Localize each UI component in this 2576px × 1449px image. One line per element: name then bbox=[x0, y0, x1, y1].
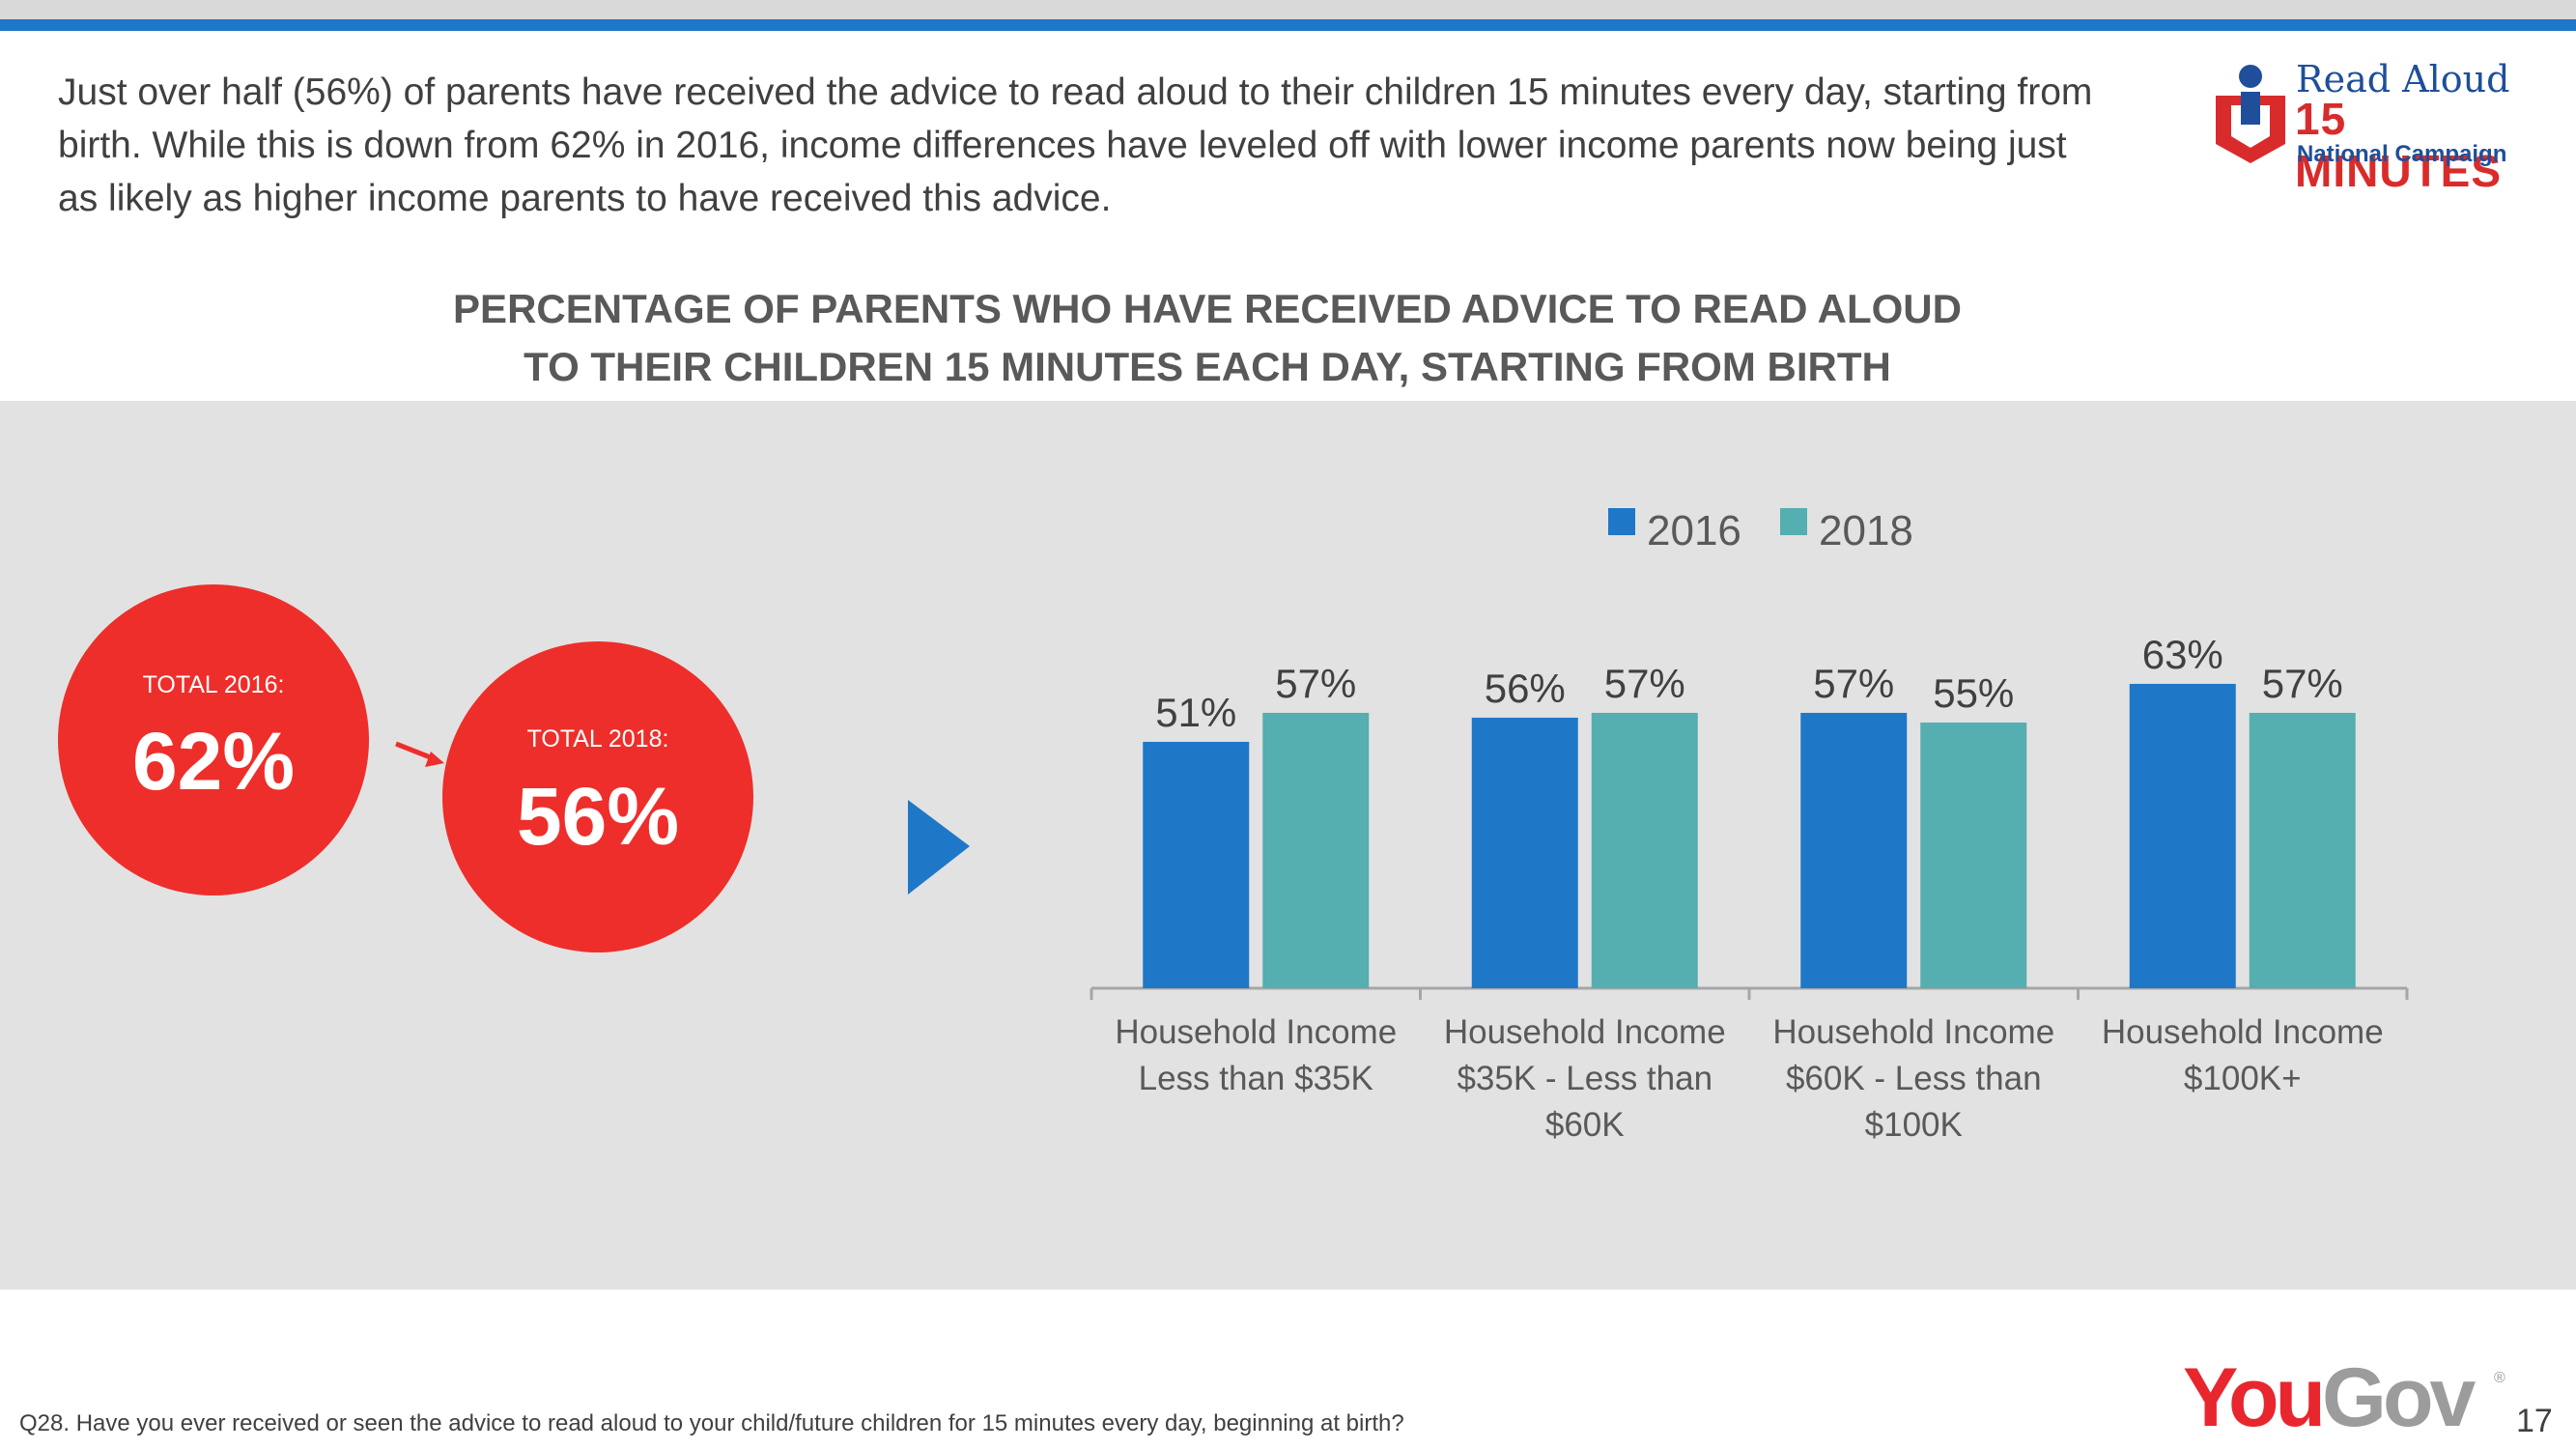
data-label-2016-3: 63% bbox=[2142, 632, 2223, 677]
legend-swatch-2016 bbox=[1608, 508, 1635, 535]
category-label-2: $100K bbox=[1865, 1106, 1963, 1144]
chart-title: PERCENTAGE OF PARENTS WHO HAVE RECEIVED … bbox=[0, 280, 2415, 396]
bar-2016-3 bbox=[2129, 683, 2236, 988]
total-2018-circle: TOTAL 2018: 56% bbox=[442, 641, 753, 952]
decline-arrow-icon bbox=[395, 741, 444, 767]
data-label-2018-2: 55% bbox=[1933, 670, 2014, 716]
play-arrow-icon bbox=[908, 800, 970, 895]
bar-2018-0 bbox=[1262, 712, 1370, 988]
total-2016-label: TOTAL 2016: bbox=[142, 671, 285, 698]
chart-title-line-1: PERCENTAGE OF PARENTS WHO HAVE RECEIVED … bbox=[453, 286, 1962, 331]
data-label-2018-0: 57% bbox=[1275, 661, 1356, 706]
category-label-2: Household Income bbox=[1772, 1013, 2054, 1051]
logo-line-2: 15 MINUTES bbox=[2295, 94, 2502, 196]
category-label-1: Household Income bbox=[1444, 1013, 1726, 1051]
total-2018-value: 56% bbox=[516, 771, 680, 862]
category-label-3: Household Income bbox=[2102, 1013, 2384, 1051]
data-label-2018-3: 57% bbox=[2262, 661, 2343, 706]
bar-2018-3 bbox=[2249, 712, 2356, 988]
person-book-icon bbox=[2216, 65, 2285, 163]
legend-label-2016: 2016 bbox=[1647, 507, 1741, 554]
bar-2016-2 bbox=[1800, 712, 1908, 988]
logo-line-3: National Campaign bbox=[2297, 141, 2507, 167]
total-2018-label: TOTAL 2018: bbox=[526, 725, 669, 753]
total-2016-value: 62% bbox=[131, 716, 296, 807]
category-label-0: Household Income bbox=[1115, 1013, 1397, 1051]
intro-text: Just over half (56%) of parents have rec… bbox=[58, 71, 2093, 219]
total-2016-circle: TOTAL 2016: 62% bbox=[58, 584, 369, 895]
read-aloud-logo: Read Aloud 15 MINUTES National Campaign bbox=[2212, 58, 2540, 196]
registered-mark: ® bbox=[2494, 1370, 2505, 1386]
yougov-logo: YouGov bbox=[2183, 1351, 2476, 1444]
category-label-1: $35K - Less than bbox=[1457, 1060, 1713, 1097]
data-label-2016-0: 51% bbox=[1155, 690, 1236, 735]
top-accent-bar bbox=[0, 19, 2576, 31]
category-label-1: $60K bbox=[1545, 1106, 1625, 1144]
bar-2018-2 bbox=[1920, 722, 2027, 988]
bar-2016-1 bbox=[1471, 717, 1578, 988]
data-label-2016-2: 57% bbox=[1813, 661, 1894, 706]
category-label-3: $100K+ bbox=[2184, 1060, 2302, 1097]
legend-label-2018: 2018 bbox=[1819, 507, 1913, 554]
yougov-gov: Gov bbox=[2322, 1351, 2476, 1444]
bar-2016-0 bbox=[1143, 741, 1250, 988]
chart-title-line-2: TO THEIR CHILDREN 15 MINUTES EACH DAY, S… bbox=[524, 344, 1891, 389]
data-label-2016-1: 56% bbox=[1485, 666, 1566, 711]
data-label-2018-1: 57% bbox=[1604, 661, 1685, 706]
logo-line-1: Read Aloud bbox=[2296, 58, 2510, 100]
footnote: Q28. Have you ever received or seen the … bbox=[19, 1410, 1404, 1436]
legend-swatch-2018 bbox=[1780, 508, 1807, 535]
page-number: 17 bbox=[2516, 1403, 2553, 1439]
yougov-you: You bbox=[2183, 1351, 2326, 1444]
bar-2018-1 bbox=[1591, 712, 1698, 988]
top-grey-bar bbox=[0, 0, 2576, 19]
category-label-2: $60K - Less than bbox=[1786, 1060, 2042, 1097]
category-label-0: Less than $35K bbox=[1139, 1060, 1373, 1097]
